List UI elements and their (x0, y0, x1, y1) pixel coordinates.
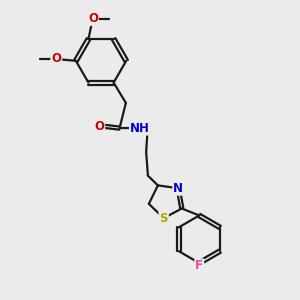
Text: O: O (51, 52, 61, 65)
Text: O: O (88, 12, 98, 25)
Text: F: F (195, 259, 203, 272)
Text: S: S (159, 212, 168, 225)
Text: O: O (94, 120, 104, 133)
Text: NH: NH (130, 122, 150, 135)
Text: N: N (173, 182, 183, 195)
